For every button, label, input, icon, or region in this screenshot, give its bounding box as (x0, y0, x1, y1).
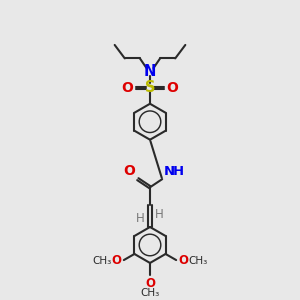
Text: O: O (145, 277, 155, 290)
Text: O: O (123, 164, 135, 178)
Text: N: N (164, 165, 175, 178)
Text: H: H (172, 165, 184, 178)
Text: H: H (136, 212, 145, 225)
Text: O: O (178, 254, 188, 267)
Text: O: O (122, 81, 134, 95)
Text: O: O (167, 81, 178, 95)
Text: CH₃: CH₃ (92, 256, 112, 266)
Text: CH₃: CH₃ (188, 256, 208, 266)
Text: CH₃: CH₃ (140, 288, 160, 298)
Text: O: O (112, 254, 122, 267)
Text: S: S (145, 80, 155, 95)
Text: N: N (144, 64, 156, 80)
Text: H: H (155, 208, 164, 220)
